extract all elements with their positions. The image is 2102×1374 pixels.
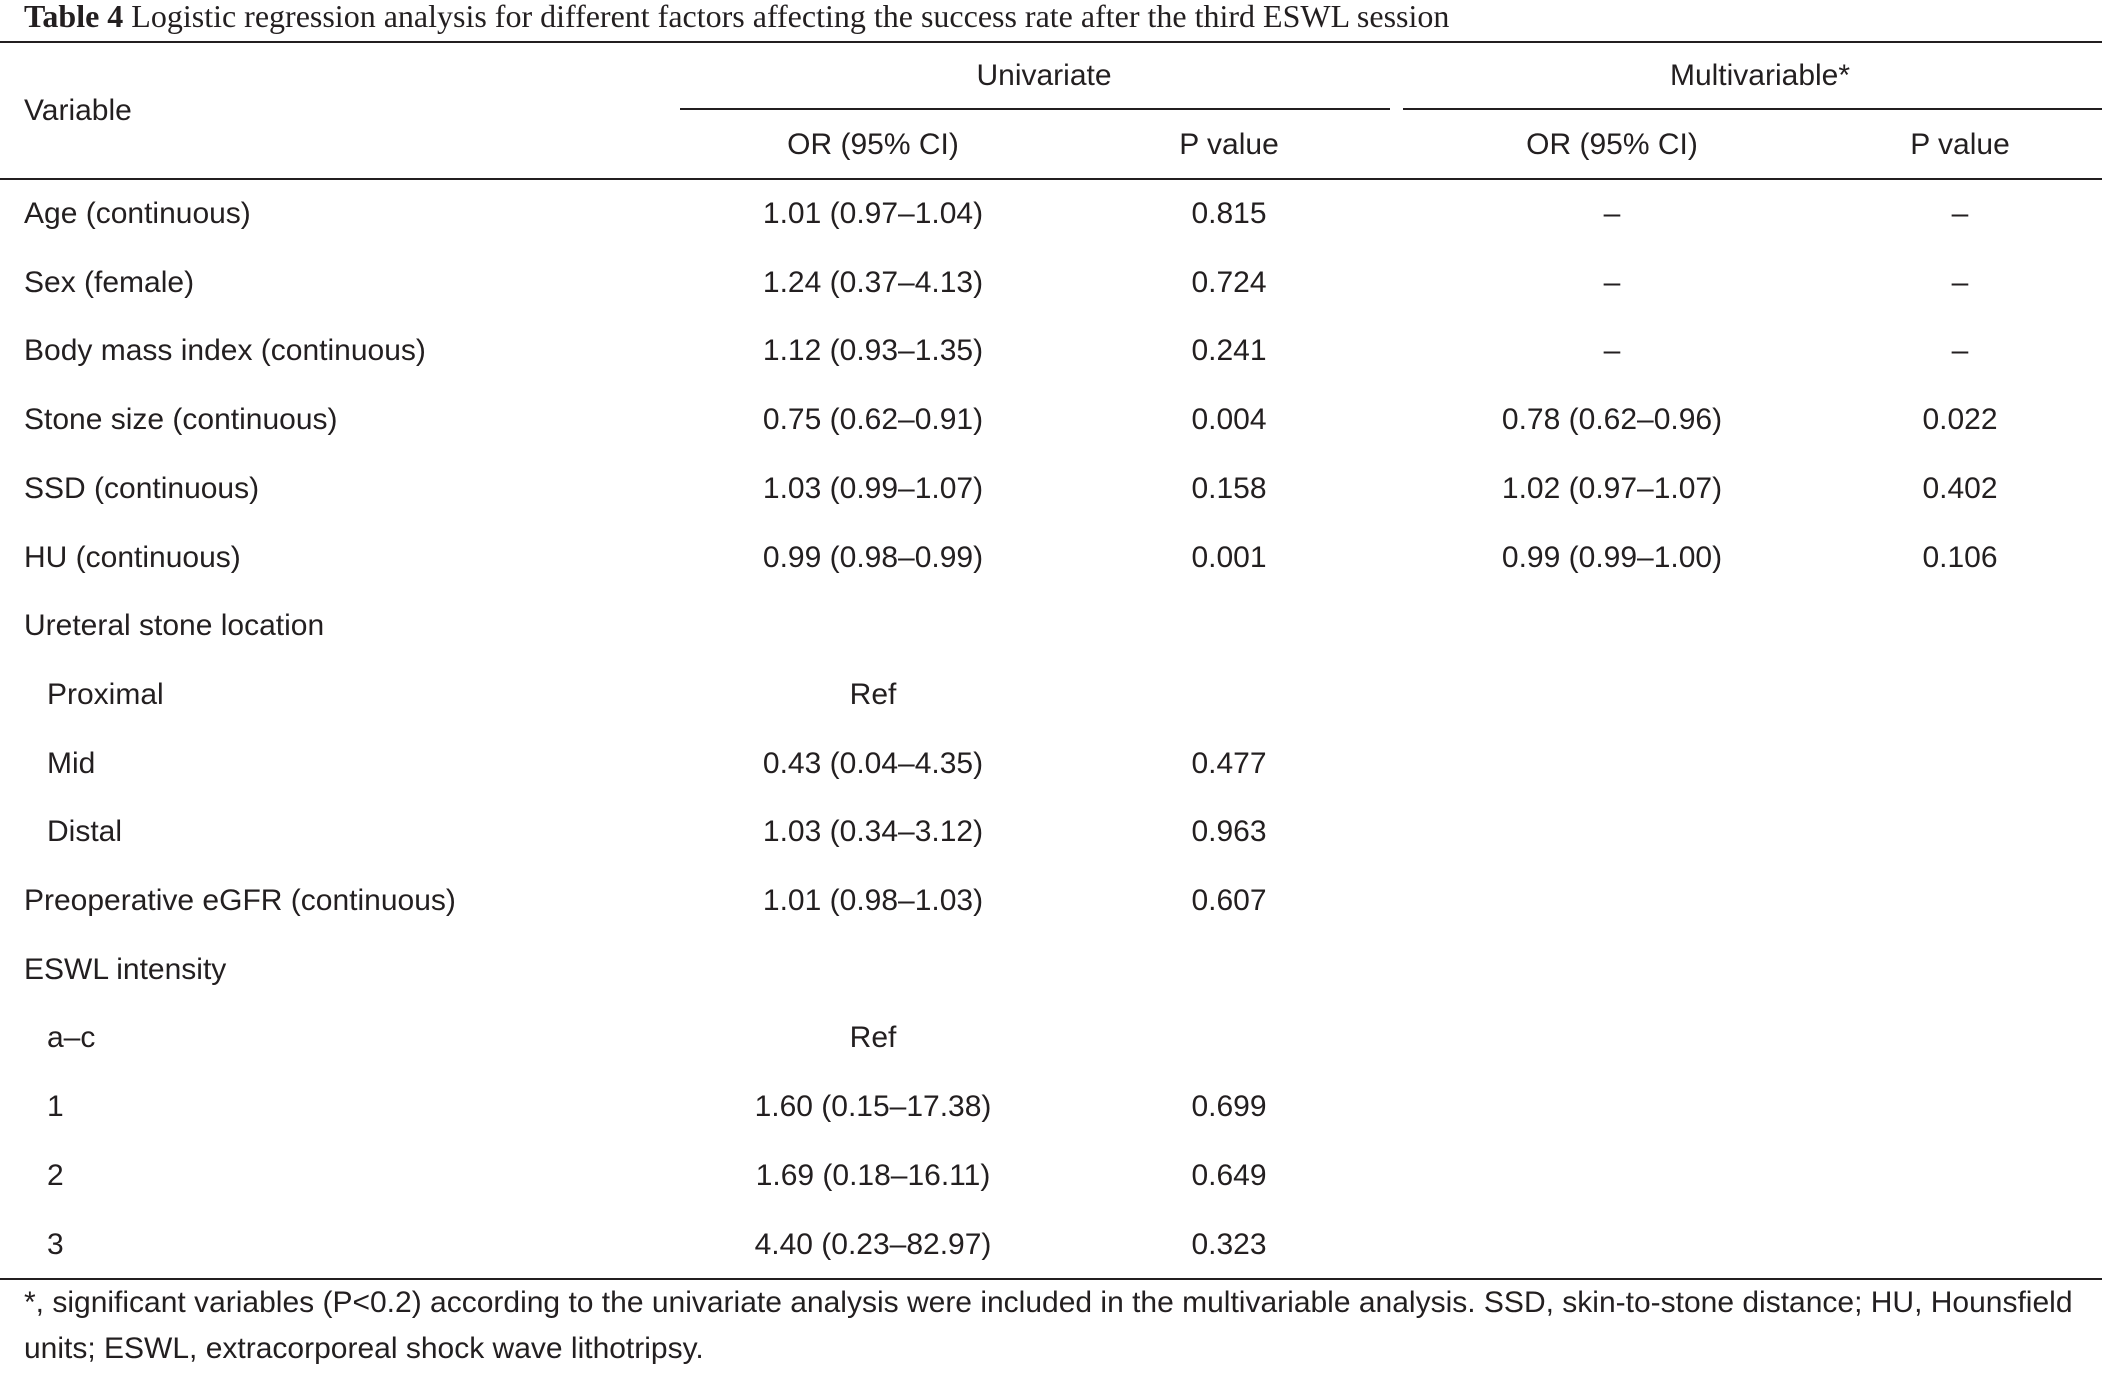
univariate-or-cell: 1.01 (0.98–1.03) [762, 884, 984, 917]
header-bottom-rule [0, 178, 2102, 180]
multivariable-p-cell: 0.106 [1922, 541, 1998, 574]
univariate-or-cell: 0.75 (0.62–0.91) [762, 403, 984, 436]
row-label: Ureteral stone location [24, 609, 325, 642]
header-multivariable-p: P value [1910, 128, 2010, 161]
row-label: Age (continuous) [24, 197, 251, 230]
multivariable-p-cell: – [1951, 197, 1969, 230]
univariate-p-cell: 0.699 [1191, 1090, 1267, 1123]
univariate-p-cell: 0.724 [1191, 266, 1267, 299]
univariate-p-cell: 0.158 [1191, 472, 1267, 505]
univariate-or-cell: 4.40 (0.23–82.97) [754, 1228, 992, 1261]
table-label: Table 4 [24, 0, 124, 34]
univariate-or-cell: Ref [849, 1021, 897, 1054]
row-label: Stone size (continuous) [24, 403, 338, 436]
univariate-or-cell: 1.01 (0.97–1.04) [762, 197, 984, 230]
multivariable-p-cell: – [1951, 334, 1969, 367]
univariate-p-cell: 0.477 [1191, 747, 1267, 780]
univariate-p-cell: 0.004 [1191, 403, 1267, 436]
multivariable-or-cell: – [1603, 266, 1621, 299]
header-univariate-p: P value [1179, 128, 1279, 161]
univariate-p-cell: 0.607 [1191, 884, 1267, 917]
table-footnote: *, significant variables (P<0.2) accordi… [24, 1286, 2073, 1365]
univariate-or-cell: 0.43 (0.04–4.35) [762, 747, 984, 780]
top-rule [0, 41, 2102, 43]
header-multivariable-or: OR (95% CI) [1526, 128, 1698, 161]
univariate-or-cell: 1.03 (0.34–3.12) [762, 815, 984, 848]
header-univariate: Univariate [976, 59, 1112, 92]
header-univariate-or: OR (95% CI) [787, 128, 959, 161]
table-title: Logistic regression analysis for differe… [123, 0, 1450, 34]
multivariable-p-cell: – [1951, 266, 1969, 299]
row-label: 1 [47, 1090, 64, 1123]
row-label: Preoperative eGFR (continuous) [24, 884, 456, 917]
row-label: a–c [47, 1021, 96, 1054]
univariate-underline [680, 108, 1390, 110]
multivariable-p-cell: 0.022 [1922, 403, 1998, 436]
row-label: Body mass index (continuous) [24, 334, 426, 367]
univariate-or-cell: 1.24 (0.37–4.13) [762, 266, 984, 299]
body-bottom-rule [0, 1278, 2102, 1280]
multivariable-underline [1403, 108, 2102, 110]
row-label: 2 [47, 1159, 64, 1192]
header-multivariable: Multivariable* [1669, 59, 1851, 92]
univariate-p-cell: 0.241 [1191, 334, 1267, 367]
multivariable-p-cell: 0.402 [1922, 472, 1998, 505]
multivariable-or-cell: – [1603, 197, 1621, 230]
univariate-p-cell: 0.963 [1191, 815, 1267, 848]
multivariable-or-cell: – [1603, 334, 1621, 367]
row-label: ESWL intensity [24, 953, 227, 986]
univariate-p-cell: 0.815 [1191, 197, 1267, 230]
multivariable-or-cell: 0.99 (0.99–1.00) [1501, 541, 1723, 574]
univariate-p-cell: 0.001 [1191, 541, 1267, 574]
univariate-or-cell: 0.99 (0.98–0.99) [762, 541, 984, 574]
row-label: SSD (continuous) [24, 472, 260, 505]
row-label: Mid [47, 747, 96, 780]
row-label: Sex (female) [24, 266, 195, 299]
univariate-p-cell: 0.649 [1191, 1159, 1267, 1192]
univariate-or-cell: Ref [849, 678, 897, 711]
row-label: Distal [47, 815, 123, 848]
row-label: 3 [47, 1228, 64, 1261]
univariate-p-cell: 0.323 [1191, 1228, 1267, 1261]
univariate-or-cell: 1.12 (0.93–1.35) [762, 334, 984, 367]
univariate-or-cell: 1.03 (0.99–1.07) [762, 472, 984, 505]
univariate-or-cell: 1.69 (0.18–16.11) [755, 1159, 991, 1192]
row-label: HU (continuous) [24, 541, 241, 574]
table-caption: Table 4 Logistic regression analysis for… [24, 0, 1449, 40]
multivariable-or-cell: 1.02 (0.97–1.07) [1501, 472, 1723, 505]
row-label: Proximal [47, 678, 164, 711]
header-variable: Variable [24, 94, 132, 127]
univariate-or-cell: 1.60 (0.15–17.38) [754, 1090, 992, 1123]
multivariable-or-cell: 0.78 (0.62–0.96) [1501, 403, 1723, 436]
